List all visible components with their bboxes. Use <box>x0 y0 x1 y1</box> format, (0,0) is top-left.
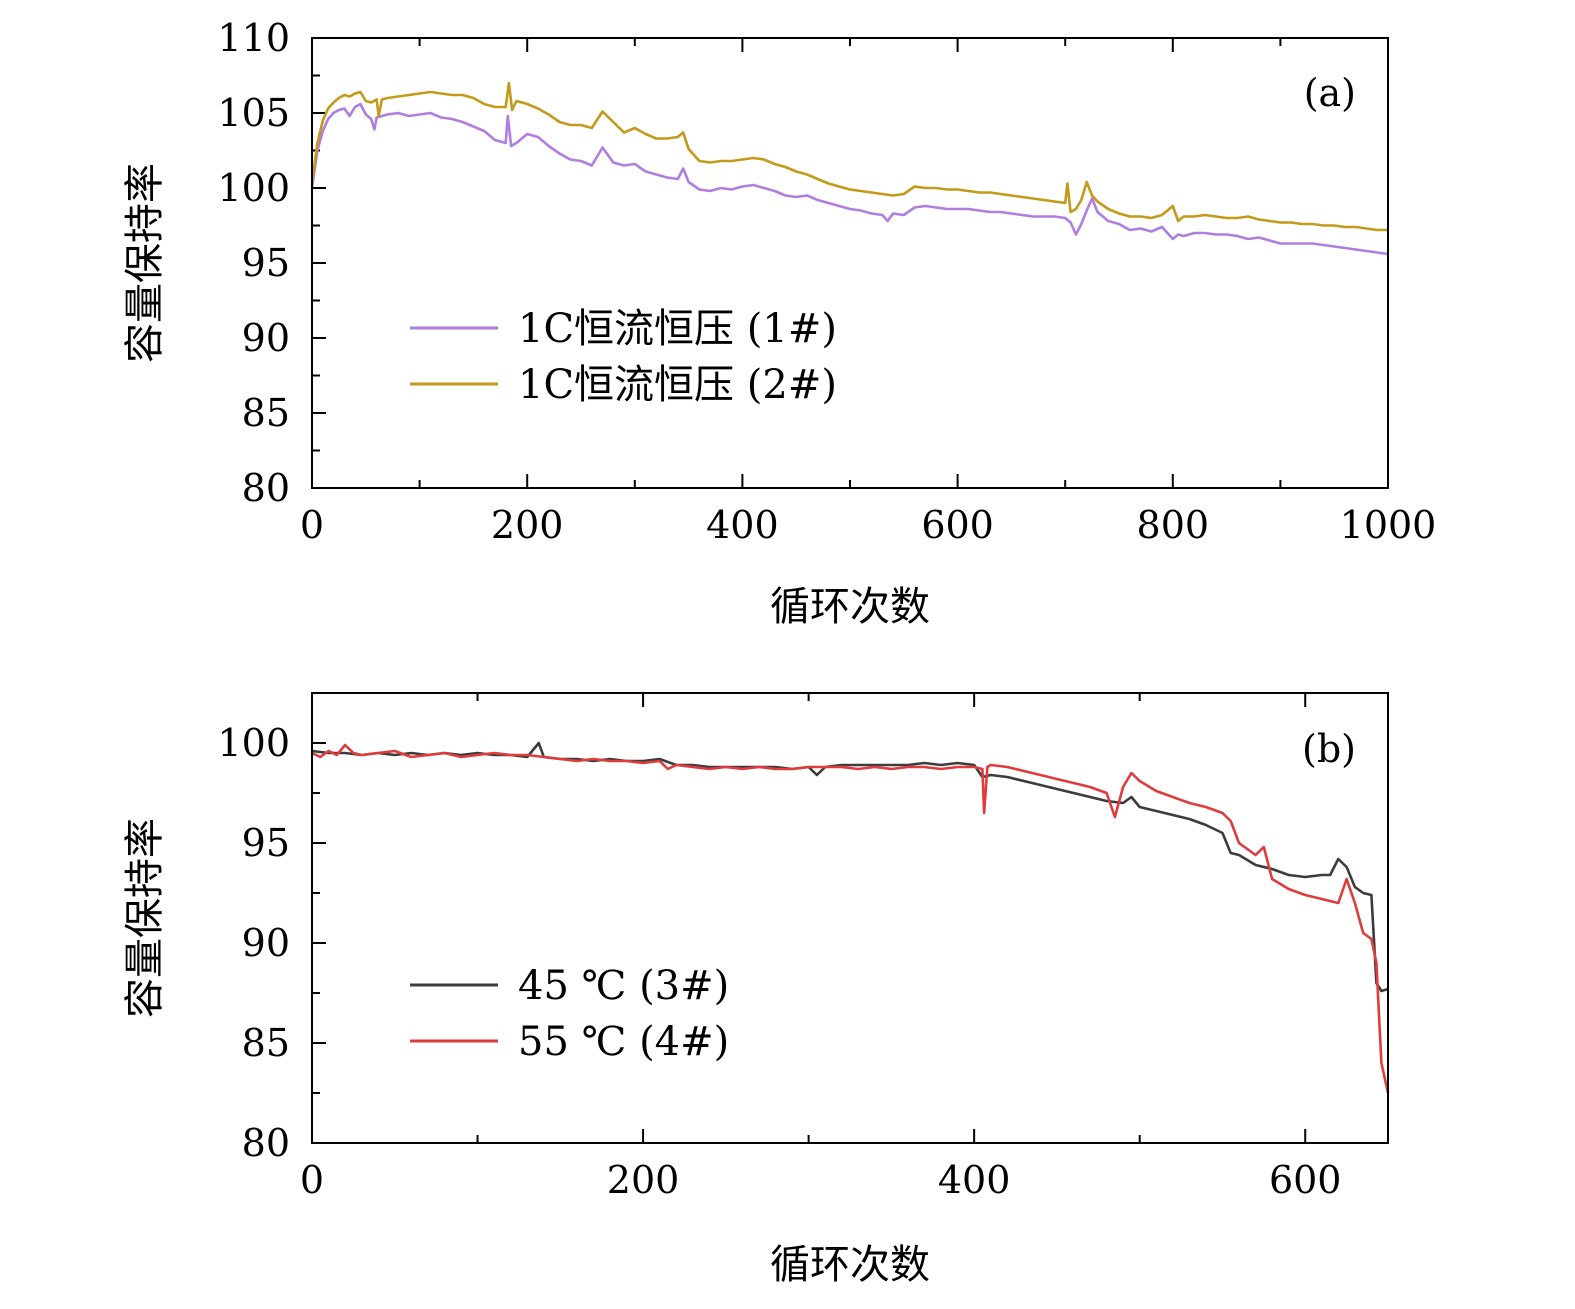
panel-b-series-line-2 <box>311 743 1390 1094</box>
panel-b-y-tick-label: 80 <box>242 1121 290 1165</box>
panel-a-x-tick-label: 600 <box>921 503 994 547</box>
panel-b-plot-frame <box>311 692 1389 1144</box>
panel-b-legend-label-1: 45 ℃ (3#) <box>518 963 729 1009</box>
panel-b-y-tick-label: 100 <box>217 721 290 765</box>
panel-a-x-tick-label: 400 <box>706 503 779 547</box>
panel-b-series-line-1 <box>311 741 1389 993</box>
panel-b-y-tick-label: 95 <box>242 821 290 865</box>
panel-a-legend-label-2: 1C恒流恒压 (2#) <box>518 362 837 408</box>
panel-a-legend: 1C恒流恒压 (1#) 1C恒流恒压 (2#) <box>410 306 837 408</box>
panel-a-y-tick-label: 85 <box>242 391 290 435</box>
panel-a-x-tick-label: 1000 <box>1340 503 1437 547</box>
panel-b-y-tick-label: 90 <box>242 921 290 965</box>
panel-a-y-tick-label: 90 <box>242 316 290 360</box>
panel-b-series <box>311 741 1390 1094</box>
panel-a-x-tick-label: 0 <box>300 503 324 547</box>
panel-a-y-axis-title: 容量保持率 <box>122 163 168 363</box>
panel-a-y-tick-label: 95 <box>242 241 290 285</box>
panel-a-plot-frame <box>311 37 1389 489</box>
panel-b-legend: 45 ℃ (3#) 55 ℃ (4#) <box>410 963 729 1065</box>
panel-a-x-tick-label: 800 <box>1137 503 1210 547</box>
panel-b-legend-label-2: 55 ℃ (4#) <box>518 1019 729 1065</box>
panel-a-x-tick-label: 200 <box>491 503 564 547</box>
panel-a-x-axis-title: 循环次数 <box>770 584 930 630</box>
panel-a-legend-label-1: 1C恒流恒压 (1#) <box>518 306 837 352</box>
panel-b-x-axis-title: 循环次数 <box>770 1242 930 1288</box>
panel-a-series-line-2 <box>310 81 1388 232</box>
panel-a-series <box>310 81 1389 256</box>
panel-b-x-tick-label: 400 <box>938 1158 1011 1202</box>
panel-b-y-tick-label: 85 <box>242 1021 290 1065</box>
panel-b-x-tick-label: 0 <box>300 1158 324 1202</box>
panel-a-ticks: 0 200 400 600 800 1000 80 85 90 95 100 105 110 <box>217 16 1436 547</box>
panel-a-y-tick-label: 100 <box>217 166 290 210</box>
panel-b-x-tick-label: 200 <box>607 1158 680 1202</box>
panel-a: 0 200 400 600 800 1000 80 85 90 95 100 105 110 (a) 循… <box>122 16 1436 630</box>
panel-b-label: (b) <box>1302 727 1356 771</box>
panel-a-label: (a) <box>1304 71 1356 115</box>
panel-b-y-axis-title: 容量保持率 <box>122 818 168 1018</box>
panel-a-y-tick-label: 110 <box>217 16 290 60</box>
panel-b-x-tick-label: 600 <box>1269 1158 1342 1202</box>
panel-b: 0 200 400 600 80 85 90 95 100 (b) 循环次数 容量保持率 45 … <box>122 692 1390 1288</box>
panel-a-y-tick-label: 80 <box>242 466 290 510</box>
panel-a-y-tick-label: 105 <box>217 91 290 135</box>
panel-a-series-line-1 <box>310 102 1389 256</box>
panel-b-ticks: 0 200 400 600 80 85 90 95 100 <box>217 692 1342 1202</box>
